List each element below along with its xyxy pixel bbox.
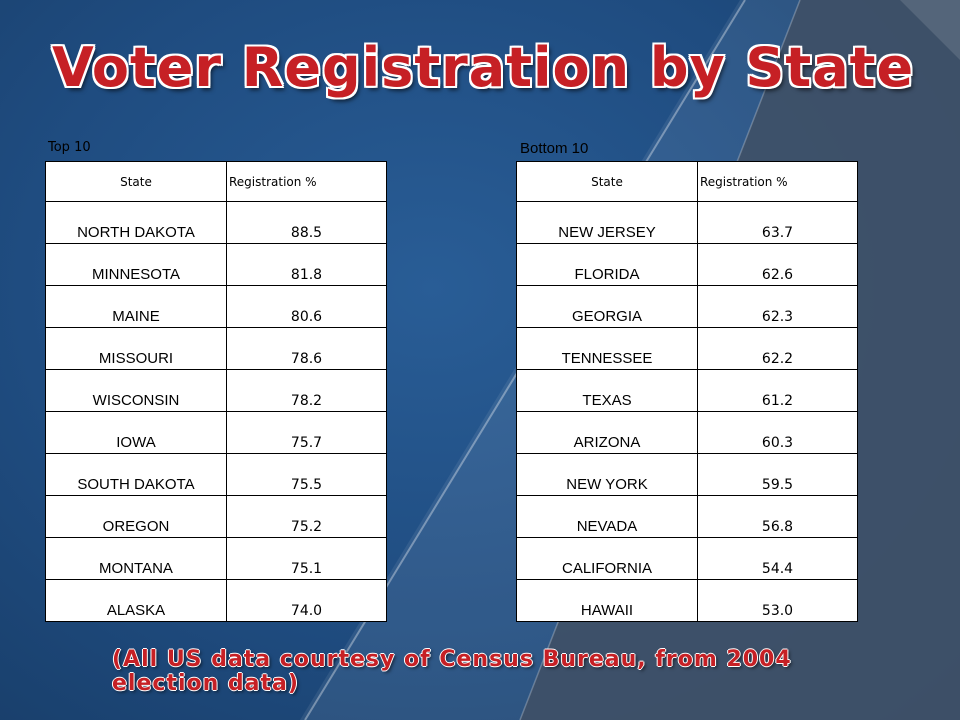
state-cell: MAINE xyxy=(45,285,227,328)
table-row: MINNESOTA 81.8 xyxy=(45,243,387,286)
state-cell: NEW YORK xyxy=(516,453,698,496)
source-footnote: (All US data courtesy of Census Bureau, … xyxy=(112,647,792,696)
state-cell: CALIFORNIA xyxy=(516,537,698,580)
state-cell: MINNESOTA xyxy=(45,243,227,286)
registration-cell: 62.6 xyxy=(697,243,858,286)
table-row: SOUTH DAKOTA 75.5 xyxy=(45,453,387,496)
registration-cell: 60.3 xyxy=(697,411,858,454)
registration-cell: 61.2 xyxy=(697,369,858,412)
state-cell: TENNESSEE xyxy=(516,327,698,370)
top-table-caption: Top 10 xyxy=(48,140,91,155)
state-cell: NEVADA xyxy=(516,495,698,538)
state-cell: TEXAS xyxy=(516,369,698,412)
registration-cell: 75.2 xyxy=(226,495,387,538)
table-row: TENNESSEE 62.2 xyxy=(516,327,858,370)
column-header-state: State xyxy=(45,161,227,202)
registration-cell: 56.8 xyxy=(697,495,858,538)
state-cell: NEW JERSEY xyxy=(516,201,698,244)
table-row: ALASKA 74.0 xyxy=(45,579,387,622)
registration-cell: 78.6 xyxy=(226,327,387,370)
registration-cell: 88.5 xyxy=(226,201,387,244)
state-cell: GEORGIA xyxy=(516,285,698,328)
table-row: WISCONSIN 78.2 xyxy=(45,369,387,412)
state-cell: OREGON xyxy=(45,495,227,538)
registration-cell: 62.2 xyxy=(697,327,858,370)
registration-cell: 75.5 xyxy=(226,453,387,496)
table-row: NEW JERSEY 63.7 xyxy=(516,201,858,244)
slide-title: Voter Registration by State xyxy=(52,36,915,99)
registration-cell: 78.2 xyxy=(226,369,387,412)
state-cell: FLORIDA xyxy=(516,243,698,286)
table-row: OREGON 75.2 xyxy=(45,495,387,538)
table-row: ARIZONA 60.3 xyxy=(516,411,858,454)
state-cell: MISSOURI xyxy=(45,327,227,370)
registration-cell: 80.6 xyxy=(226,285,387,328)
column-header-registration: Registration % xyxy=(226,161,387,202)
table-row: NEVADA 56.8 xyxy=(516,495,858,538)
state-cell: SOUTH DAKOTA xyxy=(45,453,227,496)
state-cell: NORTH DAKOTA xyxy=(45,201,227,244)
registration-cell: 74.0 xyxy=(226,579,387,622)
table-row: IOWA 75.7 xyxy=(45,411,387,454)
state-cell: HAWAII xyxy=(516,579,698,622)
column-header-registration: Registration % xyxy=(697,161,858,202)
table-row: MAINE 80.6 xyxy=(45,285,387,328)
table-header-row: State Registration % xyxy=(45,161,387,202)
state-cell: ALASKA xyxy=(45,579,227,622)
table-row: MISSOURI 78.6 xyxy=(45,327,387,370)
state-cell: IOWA xyxy=(45,411,227,454)
state-cell: ARIZONA xyxy=(516,411,698,454)
table-row: NEW YORK 59.5 xyxy=(516,453,858,496)
column-header-state: State xyxy=(516,161,698,202)
table-row: TEXAS 61.2 xyxy=(516,369,858,412)
registration-cell: 62.3 xyxy=(697,285,858,328)
table-row: FLORIDA 62.6 xyxy=(516,243,858,286)
registration-cell: 75.7 xyxy=(226,411,387,454)
table-row: CALIFORNIA 54.4 xyxy=(516,537,858,580)
registration-cell: 81.8 xyxy=(226,243,387,286)
state-cell: WISCONSIN xyxy=(45,369,227,412)
top-10-table: State Registration % NORTH DAKOTA 88.5 MI… xyxy=(45,161,387,622)
registration-cell: 63.7 xyxy=(697,201,858,244)
registration-cell: 59.5 xyxy=(697,453,858,496)
table-row: HAWAII 53.0 xyxy=(516,579,858,622)
table-row: GEORGIA 62.3 xyxy=(516,285,858,328)
table-header-row: State Registration % xyxy=(516,161,858,202)
table-row: NORTH DAKOTA 88.5 xyxy=(45,201,387,244)
registration-cell: 75.1 xyxy=(226,537,387,580)
bottom-10-table: State Registration % NEW JERSEY 63.7 FLOR… xyxy=(516,161,858,622)
registration-cell: 53.0 xyxy=(697,579,858,622)
registration-cell: 54.4 xyxy=(697,537,858,580)
state-cell: MONTANA xyxy=(45,537,227,580)
bottom-table-caption: Bottom 10 xyxy=(520,140,589,157)
table-row: MONTANA 75.1 xyxy=(45,537,387,580)
